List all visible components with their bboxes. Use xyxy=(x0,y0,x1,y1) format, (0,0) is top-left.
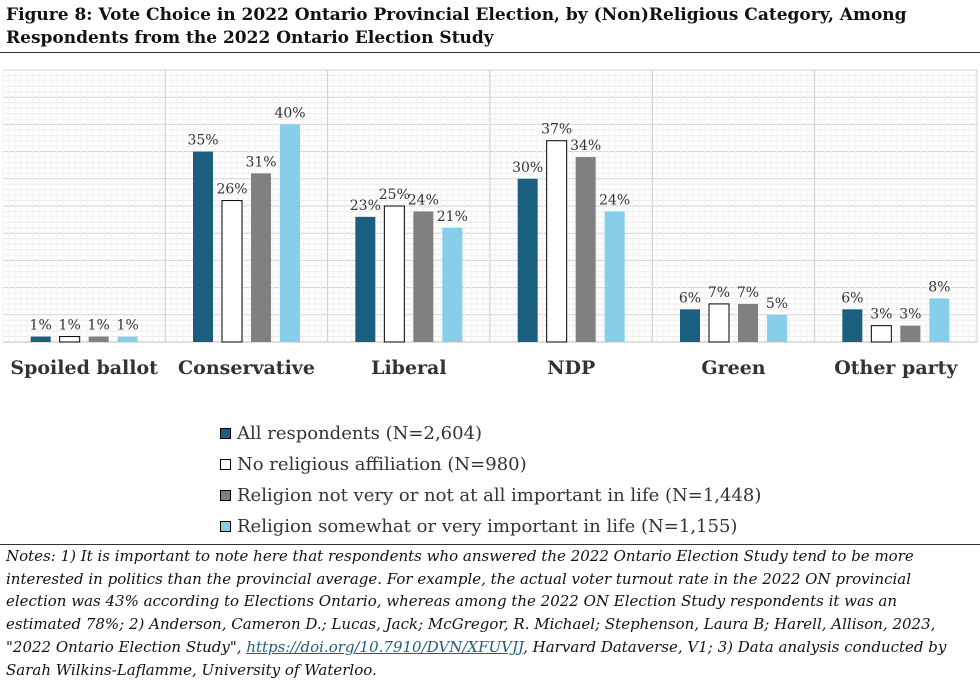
notes-intro: Notes: 1) It is important to note here t… xyxy=(6,547,936,656)
bar-green-series-2 xyxy=(738,303,758,342)
data-label: 5% xyxy=(766,296,788,312)
data-label: 21% xyxy=(437,209,468,225)
legend-item-no-religion: No religious affiliation (N=980) xyxy=(220,449,761,480)
bar-liberal-series-0 xyxy=(355,216,376,342)
bar-green-series-3 xyxy=(767,314,787,342)
data-label: 34% xyxy=(570,138,601,154)
category-label: Spoiled ballot xyxy=(10,357,158,379)
bar-liberal-series-1 xyxy=(383,205,405,343)
bar-conservative-series-2 xyxy=(251,173,271,342)
bar-other-party-series-2 xyxy=(900,325,921,342)
notes-text: Notes: 1) It is important to note here t… xyxy=(6,545,974,681)
legend-item-religion-not-important: Religion not very or not at all importan… xyxy=(220,480,761,511)
category-label: Other party xyxy=(834,357,958,379)
data-label: 23% xyxy=(350,198,381,214)
bar-liberal-series-3 xyxy=(442,227,463,342)
data-label: 25% xyxy=(379,187,410,203)
data-label: 1% xyxy=(59,318,81,334)
data-label: 1% xyxy=(88,318,110,334)
data-label: 3% xyxy=(870,307,892,323)
bar-ndp-series-3 xyxy=(604,211,625,342)
data-label: 6% xyxy=(679,290,701,306)
data-label: 30% xyxy=(512,160,543,176)
data-label: 7% xyxy=(737,285,759,301)
data-label: 3% xyxy=(899,307,921,323)
data-label: 7% xyxy=(708,285,730,301)
notes-divider xyxy=(0,544,980,545)
data-label: 1% xyxy=(30,318,52,334)
data-label: 26% xyxy=(216,182,247,198)
category-label: NDP xyxy=(547,357,595,379)
legend-label: All respondents (N=2,604) xyxy=(237,423,483,444)
bar-ndp-series-1 xyxy=(546,140,568,343)
bar-ndp-series-2 xyxy=(575,157,596,342)
bar-ndp-series-0 xyxy=(517,178,538,342)
data-label: 35% xyxy=(187,133,218,149)
data-label: 1% xyxy=(117,318,139,334)
bar-chart: 1% 1% 1% 1%35%26%31%40%23%25%24%21%30%37%34… xyxy=(2,69,978,379)
bar-spoiled-ballot-series-3 xyxy=(117,336,138,342)
bar-liberal-series-2 xyxy=(413,211,434,342)
legend-item-all: All respondents (N=2,604) xyxy=(220,418,761,449)
bar-other-party-series-1 xyxy=(870,325,892,343)
data-label: 8% xyxy=(928,279,950,295)
bar-green-series-0 xyxy=(680,309,700,342)
legend-label: No religious affiliation (N=980) xyxy=(237,454,527,475)
data-label: 24% xyxy=(408,192,439,208)
legend-item-religion-important: Religion somewhat or very important in l… xyxy=(220,511,761,542)
bar-spoiled-ballot-series-2 xyxy=(88,336,109,342)
doi-link[interactable]: https://doi.org/10.7910/DVN/XFUVJJ xyxy=(246,637,524,656)
title-divider xyxy=(0,52,980,53)
bar-conservative-series-1 xyxy=(221,200,243,343)
legend-swatch xyxy=(220,459,231,470)
category-label: Liberal xyxy=(371,357,447,379)
category-label: Green xyxy=(701,357,765,379)
category-label: Conservative xyxy=(178,357,315,379)
bar-spoiled-ballot-series-1 xyxy=(59,336,81,343)
bar-spoiled-ballot-series-0 xyxy=(30,336,51,342)
bar-conservative-series-0 xyxy=(193,151,213,342)
legend-label: Religion not very or not at all importan… xyxy=(237,485,762,506)
legend-swatch xyxy=(220,490,231,501)
bar-other-party-series-0 xyxy=(842,309,863,342)
legend-swatch xyxy=(220,428,231,439)
chart-legend: All respondents (N=2,604) No religious a… xyxy=(220,418,761,542)
data-label: 40% xyxy=(274,105,305,121)
bar-other-party-series-3 xyxy=(929,298,950,342)
data-label: 24% xyxy=(599,192,630,208)
bar-conservative-series-3 xyxy=(280,124,300,343)
legend-label: Religion somewhat or very important in l… xyxy=(237,516,738,537)
data-label: 37% xyxy=(541,122,572,138)
legend-swatch xyxy=(220,521,231,532)
notes-outro: , Harvard Dataverse, V1; 3) Data analysi… xyxy=(6,637,947,679)
bar-green-series-1 xyxy=(708,303,730,343)
data-label: 31% xyxy=(245,154,276,170)
data-label: 6% xyxy=(841,290,863,306)
figure-title: Figure 8: Vote Choice in 2022 Ontario Pr… xyxy=(6,5,907,48)
